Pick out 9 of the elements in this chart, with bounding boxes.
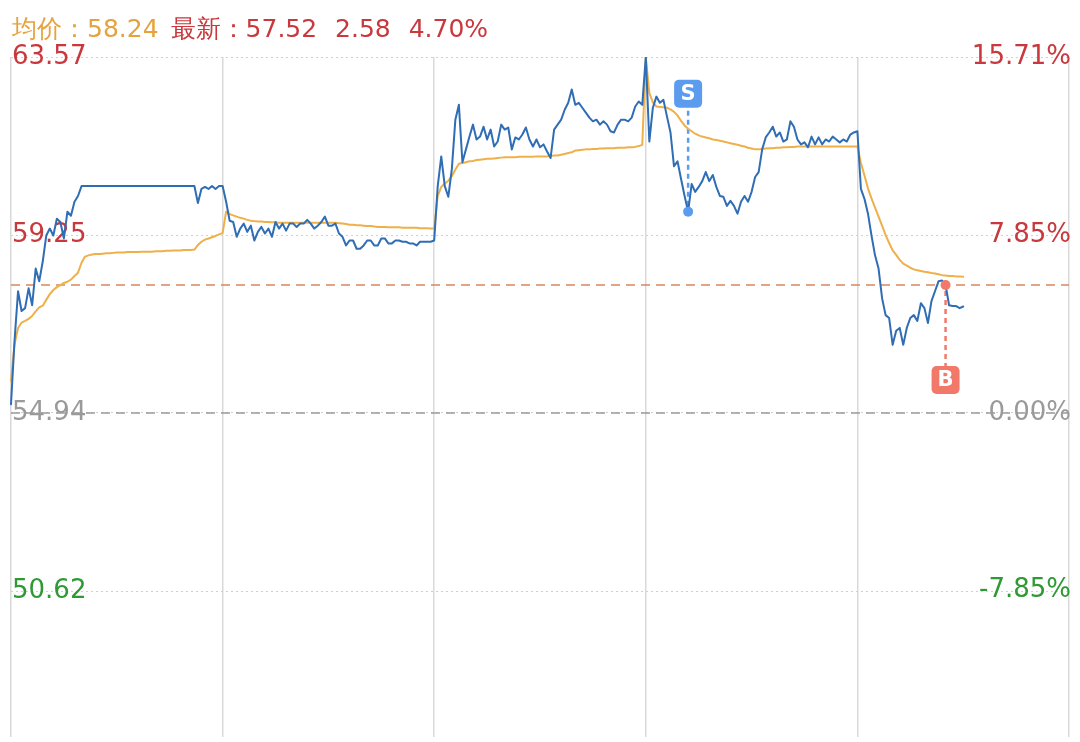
text: S [680,81,696,106]
y2-tick-label: 15.71% [971,39,1071,70]
text: B [937,367,954,392]
y-tick-label: 50.62 [12,573,87,604]
y2-tick-label: 7.85% [988,217,1071,248]
y-tick-label: 54.94 [12,395,87,426]
y2-tick-label: -7.85% [979,573,1071,604]
text: 最新：57.52 2.58 4.70% [170,13,489,45]
text: 均价：58.24 [12,13,159,44]
